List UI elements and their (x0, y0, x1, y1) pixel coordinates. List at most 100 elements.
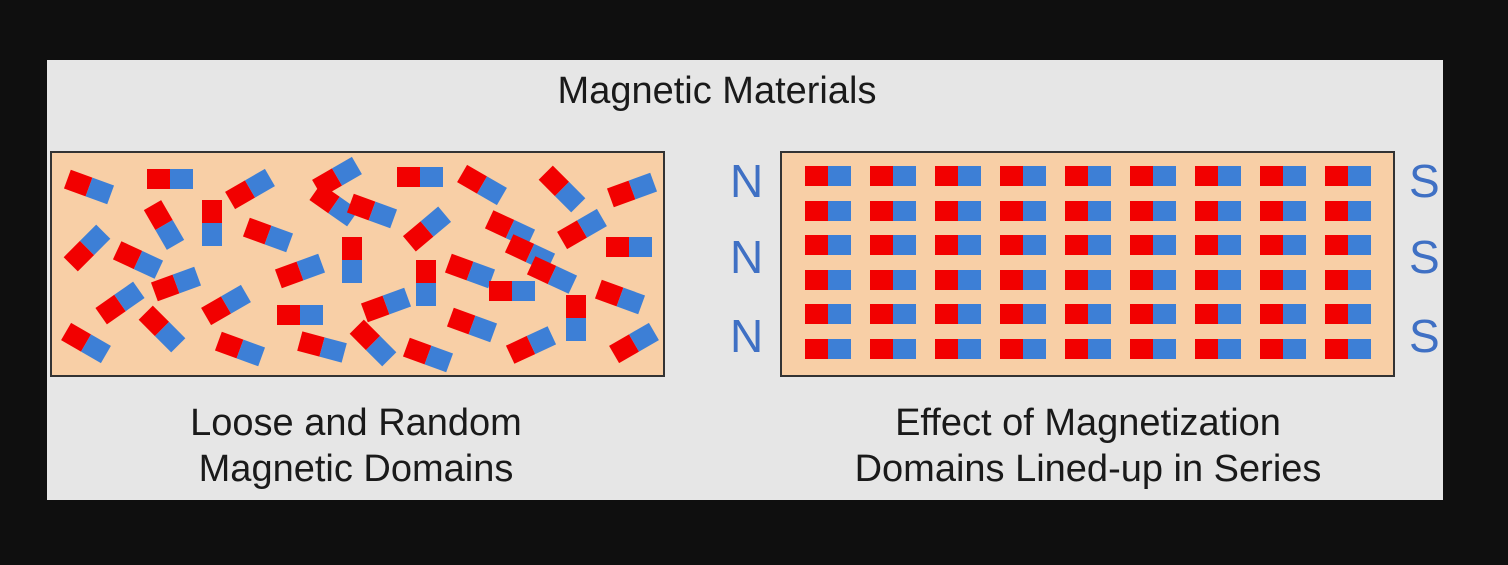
bar-magnet-icon (225, 168, 275, 210)
bar-magnet-icon (242, 217, 294, 253)
south-label: S (1409, 155, 1440, 207)
bar-magnet-icon (1000, 166, 1046, 186)
magnetic-materials-diagram: Magnetic Materials N N N S S S Loose and… (47, 60, 1443, 500)
bar-magnet-icon (1000, 235, 1046, 255)
bar-magnet-icon (1195, 200, 1241, 221)
bar-magnet-icon (63, 169, 115, 205)
bar-magnet-icon (61, 322, 111, 364)
bar-magnet-icon (489, 281, 535, 301)
bar-magnet-icon (297, 331, 347, 363)
bar-magnet-icon (1260, 235, 1306, 255)
bar-magnet-icon (505, 326, 557, 364)
bar-magnet-icon (214, 331, 266, 367)
bar-magnet-icon (349, 319, 397, 367)
caption-line: Effect of Magnetization (895, 402, 1281, 444)
bar-magnet-icon (1325, 304, 1371, 324)
bar-magnet-icon (935, 166, 981, 186)
bar-magnet-icon (1130, 166, 1176, 186)
north-label: N (730, 310, 764, 362)
bar-magnet-icon (935, 338, 981, 359)
bar-magnet-icon (870, 269, 916, 290)
bar-magnet-icon (1065, 269, 1111, 290)
bar-magnet-icon (606, 237, 652, 257)
bar-magnet-icon (805, 269, 851, 290)
bar-magnet-icon (870, 200, 916, 221)
bar-magnet-icon (1065, 304, 1111, 324)
bar-magnet-icon (1260, 269, 1306, 290)
bar-magnet-icon (1260, 338, 1306, 359)
bar-magnet-icon (147, 169, 193, 189)
bar-magnet-icon (274, 253, 326, 289)
bar-magnet-icon (1260, 166, 1306, 186)
north-label: N (730, 231, 764, 283)
bar-magnet-icon (1130, 235, 1176, 255)
caption-line: Loose and Random (190, 402, 522, 444)
bar-magnet-icon (360, 287, 412, 323)
south-label: S (1409, 310, 1440, 362)
bar-magnet-icon (1065, 200, 1111, 221)
bar-magnet-icon (143, 200, 185, 250)
bar-magnet-icon (402, 206, 452, 252)
bar-magnet-icon (805, 304, 851, 324)
bar-magnet-icon (1325, 166, 1371, 186)
bar-magnet-icon (457, 164, 507, 206)
bar-magnet-icon (277, 305, 323, 325)
bar-magnet-icon (1000, 269, 1046, 290)
bar-magnet-icon (1195, 269, 1241, 290)
aligned-domains-box (780, 151, 1395, 377)
bar-magnet-icon (594, 279, 646, 315)
bar-magnet-icon (805, 235, 851, 255)
bar-magnet-icon (1130, 200, 1176, 221)
diagram-title: Magnetic Materials (557, 70, 877, 112)
bar-magnet-icon (935, 200, 981, 221)
bar-magnet-icon (1000, 200, 1046, 221)
bar-magnet-icon (402, 337, 454, 373)
bar-magnet-icon (1260, 304, 1306, 324)
bar-magnet-icon (935, 235, 981, 255)
caption-line: Magnetic Domains (198, 448, 514, 490)
bar-magnet-icon (1325, 200, 1371, 221)
bar-magnet-icon (805, 338, 851, 359)
bar-magnet-icon (1000, 304, 1046, 324)
bar-magnet-icon (538, 165, 586, 213)
bar-magnet-icon (1195, 166, 1241, 186)
bar-magnet-icon (1260, 200, 1306, 221)
random-domains-caption: Loose and Random Magnetic Domains (50, 400, 662, 492)
bar-magnet-icon (1065, 166, 1111, 186)
bar-magnet-icon (805, 166, 851, 186)
bar-magnet-icon (1065, 235, 1111, 255)
bar-magnet-icon (201, 284, 251, 326)
bar-magnet-icon (202, 200, 222, 246)
bar-magnet-icon (935, 304, 981, 324)
bar-magnet-icon (1325, 269, 1371, 290)
bar-magnet-icon (444, 253, 496, 289)
bar-magnet-icon (935, 269, 981, 290)
bar-magnet-icon (1130, 304, 1176, 324)
south-label: S (1409, 231, 1440, 283)
bar-magnet-icon (346, 193, 398, 229)
bar-magnet-icon (1195, 304, 1241, 324)
bar-magnet-icon (342, 237, 362, 283)
north-label: N (730, 155, 764, 207)
bar-magnet-icon (870, 235, 916, 255)
bar-magnet-icon (1195, 235, 1241, 255)
bar-magnet-icon (1000, 338, 1046, 359)
bar-magnet-icon (150, 266, 202, 302)
bar-magnet-icon (1065, 338, 1111, 359)
bar-magnet-icon (95, 281, 145, 325)
bar-magnet-icon (397, 167, 443, 187)
aligned-domains-caption: Effect of Magnetization Domains Lined-up… (782, 400, 1394, 492)
bar-magnet-icon (870, 166, 916, 186)
bar-magnet-icon (557, 208, 607, 250)
bar-magnet-icon (609, 322, 659, 364)
random-domains-box (50, 151, 665, 377)
bar-magnet-icon (1325, 235, 1371, 255)
bar-magnet-icon (138, 305, 186, 353)
bar-magnet-icon (1325, 338, 1371, 359)
bar-magnet-icon (112, 241, 164, 279)
bar-magnet-icon (416, 260, 436, 306)
bar-magnet-icon (805, 200, 851, 221)
bar-magnet-icon (606, 172, 658, 208)
bar-magnet-icon (870, 304, 916, 324)
bar-magnet-icon (566, 295, 586, 341)
